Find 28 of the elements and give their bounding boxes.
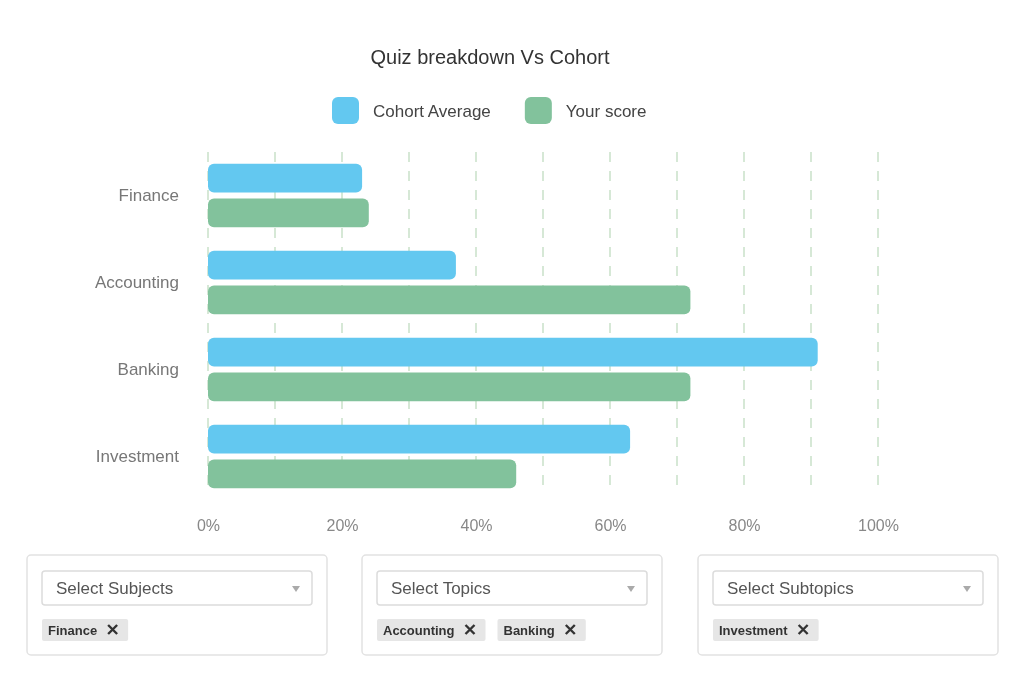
chart-title: Quiz breakdown Vs Cohort: [370, 46, 610, 68]
x-tick-label: 100%: [858, 517, 899, 535]
bar: [208, 250, 456, 280]
bar: [208, 424, 631, 454]
x-tick-label: 0%: [196, 517, 221, 535]
x-tick-label: 40%: [460, 517, 493, 535]
tag-chip: Finance: [42, 619, 129, 641]
y-tick-label: Banking: [117, 359, 179, 379]
bar: [208, 337, 818, 367]
bar: [208, 198, 369, 228]
y-tick-label: Finance: [118, 185, 179, 205]
bar: [208, 163, 363, 193]
x-tick-label: 20%: [326, 517, 359, 535]
tag-chip: Banking: [497, 619, 586, 641]
tag-chip: Accounting: [377, 619, 486, 641]
bar: [208, 285, 691, 315]
legend-label: Cohort Average: [373, 102, 491, 121]
y-tick-label: Accounting: [94, 272, 179, 292]
x-tick-label: 80%: [728, 517, 761, 535]
bar: [208, 459, 517, 489]
y-tick-label: Investment: [95, 446, 180, 466]
dropdown-field: Select Subjects: [41, 570, 313, 606]
tag-chip: Investment: [713, 619, 819, 641]
dropdown-field: Select Subtopics: [712, 570, 984, 606]
bar: [208, 372, 691, 402]
legend-label: Your score: [565, 102, 647, 121]
dropdown-field: Select Topics: [376, 570, 648, 606]
x-tick-label: 60%: [594, 517, 627, 535]
